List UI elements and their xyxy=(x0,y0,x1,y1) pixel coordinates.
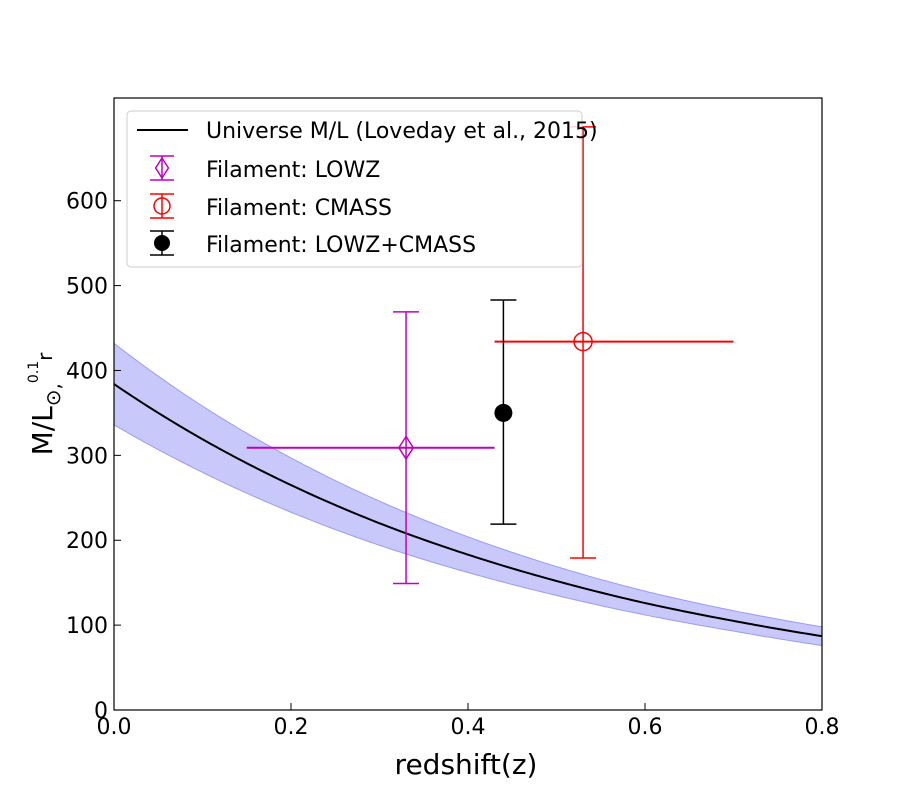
y-tick-label: 300 xyxy=(66,444,108,469)
y-tick-label: 100 xyxy=(66,614,108,639)
legend-marker-1 xyxy=(150,193,174,219)
legend-point xyxy=(154,235,170,251)
y-label-sup: 0.1 xyxy=(26,361,42,383)
legend: Universe M/L (Loveday et al., 2015) Fila… xyxy=(126,110,598,268)
legend-point xyxy=(154,156,170,180)
data-point xyxy=(494,403,513,422)
x-tick-label: 0.2 xyxy=(274,715,309,740)
x-tick-label: 0.4 xyxy=(451,715,486,740)
y-tick-label: 200 xyxy=(66,529,108,554)
x-tick-label: 0.6 xyxy=(628,715,663,740)
series-1 xyxy=(494,126,734,559)
legend-marker-2 xyxy=(150,230,174,256)
svg-text:M/L⊙,0.1r: M/L⊙,0.1r xyxy=(26,352,65,456)
model-curve xyxy=(113,383,823,638)
y-label-subsub: r xyxy=(33,352,57,361)
y-label-main: M/L xyxy=(26,406,59,456)
model-uncertainty-band xyxy=(113,342,823,647)
y-tick-label: 600 xyxy=(66,190,108,215)
x-tick-label: 0.0 xyxy=(97,715,132,740)
data-point xyxy=(397,435,415,461)
legend-point xyxy=(153,197,171,215)
data-point xyxy=(573,331,593,352)
legend-marker-0 xyxy=(150,155,174,181)
x-axis-label: redshift(z) xyxy=(395,748,538,781)
y-axis-label: M/L⊙,0.1r xyxy=(26,352,65,456)
series-2 xyxy=(490,299,517,525)
y-tick-label: 500 xyxy=(66,275,108,300)
y-label-sub: ⊙, xyxy=(41,383,65,406)
legend-label-cmass: Filament: CMASS xyxy=(206,196,392,221)
legend-label-combined: Filament: LOWZ+CMASS xyxy=(206,233,476,258)
y-tick-label: 400 xyxy=(66,359,108,384)
legend-label-model: Universe M/L (Loveday et al., 2015) xyxy=(206,119,598,144)
series-0 xyxy=(246,311,495,585)
y-tick-label: 0 xyxy=(94,699,108,724)
x-tick-label: 0.8 xyxy=(805,715,840,740)
legend-label-lowz: Filament: LOWZ xyxy=(206,158,380,183)
